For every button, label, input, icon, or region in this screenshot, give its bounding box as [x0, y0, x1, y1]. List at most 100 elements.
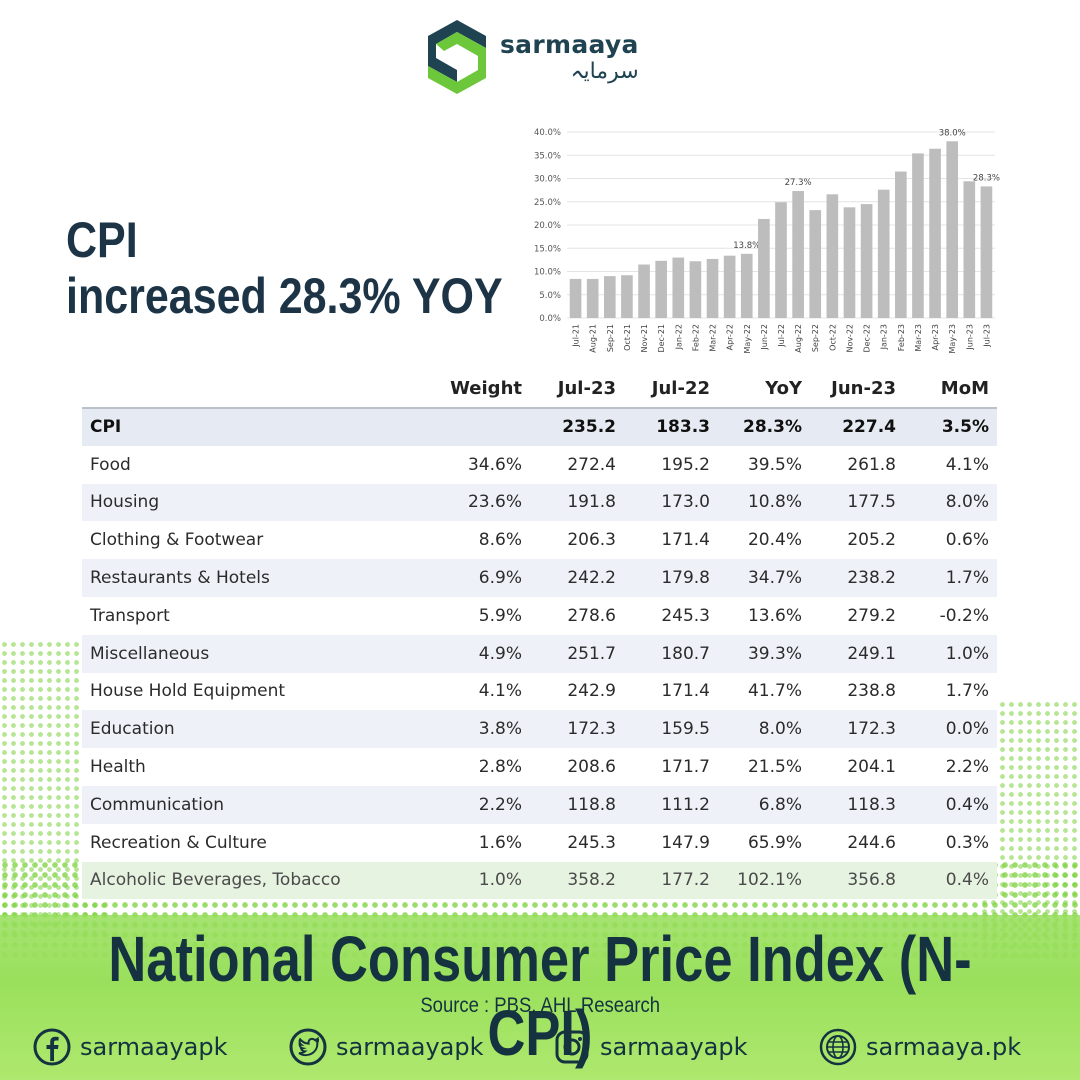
bar-Jan-23	[877, 189, 890, 318]
table-cell: 249.1	[810, 634, 904, 673]
table-cell: 238.8	[847, 681, 896, 702]
table-row: Housing 23.6% 191.8 173.0 10.8% 177.5 8.0%	[82, 483, 997, 522]
data-label: 27.3%	[785, 178, 812, 188]
table-cell: 34.7%	[718, 559, 810, 597]
table-cell: 28.3%	[718, 408, 810, 446]
social-handle: sarmaayapk	[80, 1033, 228, 1061]
row-label: Education	[82, 710, 382, 749]
source-note: Source : PBS, AHL Research	[0, 994, 1080, 1018]
instagram-icon	[555, 1030, 589, 1064]
table-cell: 1.6%	[478, 832, 522, 853]
row-label: Transport	[90, 605, 170, 626]
table-cell: 172.3	[810, 710, 904, 749]
footer-title: National Consumer Price Index (N-CPI)	[0, 922, 1080, 1070]
table-cell: 244.6	[847, 832, 896, 853]
table-cell: 272.4	[567, 454, 616, 475]
table-cell: 147.9	[661, 832, 710, 853]
table-cell: 177.2	[624, 861, 718, 900]
row-label: Housing	[82, 483, 382, 522]
social-twitter[interactable]: sarmaayapk	[288, 1027, 484, 1067]
table-row: House Hold Equipment 4.1% 242.9 171.4 41.7% 2…	[82, 673, 997, 711]
headline-line-1: CPI	[66, 212, 138, 268]
row-label: Alcoholic Beverages, Tobacco	[82, 861, 382, 900]
table-body: CPI 235.2 183.3 28.3% 227.4 3.5% Food 34.6% 272.…	[82, 408, 997, 900]
x-tick-label: Aug-22	[794, 324, 803, 353]
x-tick-label: Aug-21	[589, 324, 598, 353]
table-row: Recreation & Culture 1.6% 245.3 147.9 65.9% 2…	[82, 824, 997, 862]
table-cell: 251.7	[530, 634, 624, 673]
x-tick-label: Apr-22	[726, 324, 735, 350]
social-instagram[interactable]: sarmaayapk	[552, 1027, 748, 1067]
column-header: Weight	[382, 370, 530, 409]
x-tick-label: May-22	[743, 324, 752, 353]
table-cell: 242.9	[567, 681, 616, 702]
data-label: 38.0%	[939, 128, 966, 138]
cpi-yoy-bar-chart: 0.0% 5.0% 10.0% 15.0% 20.0% 25.0% 30.0% 35.0% 40…	[534, 128, 1000, 353]
table-cell: 5.9%	[478, 605, 522, 626]
table-cell: 10.8%	[718, 483, 810, 522]
x-tick-label: Apr-23	[931, 324, 940, 350]
x-tick-label: Mar-22	[709, 324, 718, 352]
table-header-row: Weight Jul-23 Jul-22 YoY Jun-23 MoM	[82, 370, 997, 409]
table-cell: 204.1	[847, 757, 896, 778]
table-cell: 118.3	[810, 785, 904, 824]
social-website[interactable]: sarmaaya.pk	[818, 1027, 1021, 1067]
row-label: Restaurants & Hotels	[82, 559, 382, 597]
bar-Mar-23	[912, 153, 924, 318]
row-label: Health	[90, 757, 146, 778]
x-tick-label: Nov-21	[640, 324, 649, 352]
table-cell: 206.3	[567, 530, 616, 551]
table-cell: 235.2	[530, 408, 624, 446]
bar-Aug-22	[792, 191, 804, 318]
table-cell: 1.7%	[945, 681, 989, 702]
table-cell: 179.8	[624, 559, 718, 597]
table-cell: 171.4	[661, 681, 710, 702]
table-cell: 39.3%	[718, 634, 810, 673]
table-cell: 102.1%	[718, 861, 810, 900]
twitter-icon	[289, 1028, 327, 1066]
facebook-icon	[33, 1028, 71, 1066]
column-header: Jul-23	[530, 370, 624, 409]
table-row: Food 34.6% 272.4 195.2 39.5% 261.8 4.1%	[82, 446, 997, 484]
row-label: CPI	[82, 408, 382, 446]
y-tick-label: 15.0%	[534, 244, 561, 254]
bar-Oct-22	[826, 194, 839, 318]
table-cell: 183.3	[624, 408, 718, 446]
column-header: Jun-23	[810, 370, 904, 409]
table-cell: 6.8%	[718, 785, 810, 824]
x-tick-label: Jul-22	[777, 324, 786, 348]
table-cell: 2.2%	[382, 785, 530, 824]
table-cell: 0.4%	[904, 861, 997, 900]
table-row-cpi: CPI 235.2 183.3 28.3% 227.4 3.5%	[82, 408, 997, 446]
table-cell: 242.2	[530, 559, 624, 597]
table-cell: 0.4%	[904, 785, 997, 824]
cpi-table: Weight Jul-23 Jul-22 YoY Jun-23 MoM CPI 235.2 1…	[82, 370, 997, 900]
table-cell: 245.3	[661, 605, 710, 626]
table-cell: 177.5	[810, 483, 904, 522]
table-cell: 191.8	[530, 483, 624, 522]
table-cell: 1.0%	[382, 861, 530, 900]
table-cell: 0.3%	[945, 832, 989, 853]
table-cell: 173.0	[624, 483, 718, 522]
bar-Jul-21	[569, 278, 582, 318]
x-tick-label: Jul-21	[572, 324, 581, 348]
table-cell: 356.8	[810, 861, 904, 900]
bar-Feb-22	[689, 261, 702, 318]
row-label: Miscellaneous	[82, 634, 382, 673]
table-cell: 205.2	[847, 530, 896, 551]
table-cell: 2.2%	[945, 757, 989, 778]
row-label: Communication	[82, 785, 382, 824]
social-facebook[interactable]: sarmaayapk	[32, 1027, 228, 1067]
bar-May-23	[946, 141, 959, 318]
table-cell: -0.2%	[939, 605, 989, 626]
y-tick-label: 25.0%	[534, 198, 561, 208]
bar-Feb-23	[895, 171, 907, 318]
table-cell: 3.8%	[382, 710, 530, 749]
table-cell: 171.7	[661, 757, 710, 778]
x-tick-label: Mar-23	[914, 324, 923, 352]
source-text: Source : PBS, AHL Research	[420, 994, 660, 1017]
column-header: YoY	[718, 370, 810, 409]
table-cell: 279.2	[847, 605, 896, 626]
brand-name: sarmaaya	[500, 29, 639, 59]
